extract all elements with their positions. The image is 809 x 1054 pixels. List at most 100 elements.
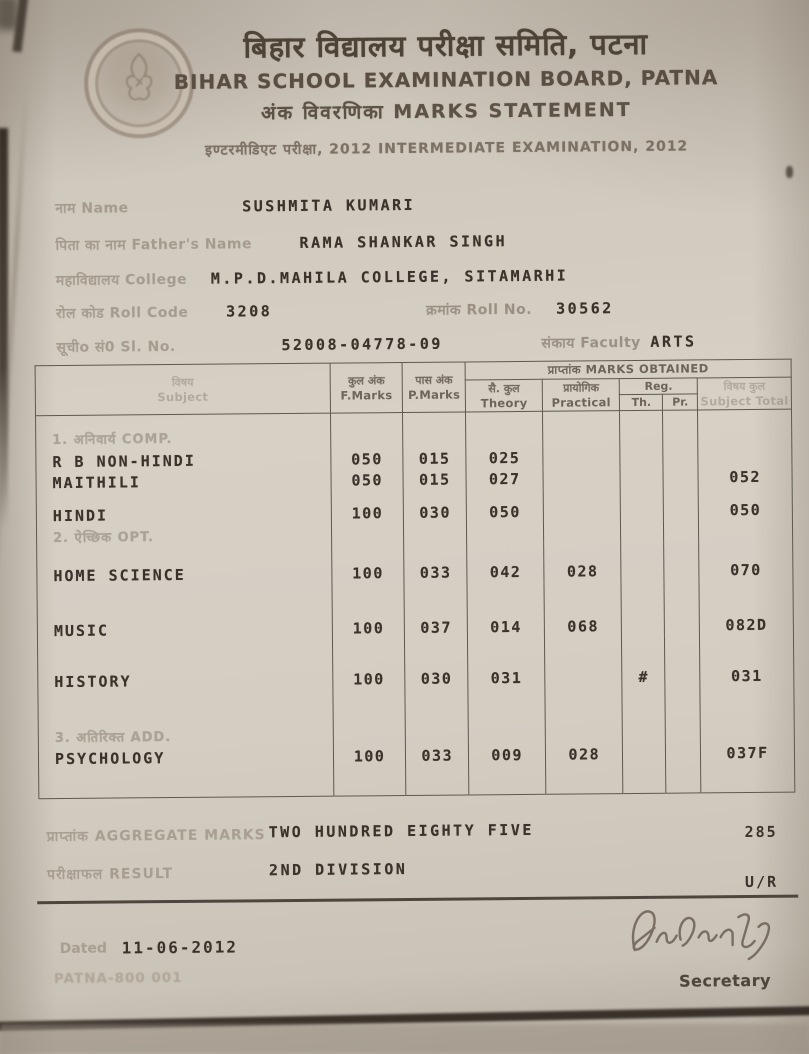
theory-header-english: Theory: [480, 395, 528, 411]
result-words: 2ND DIVISION: [268, 859, 408, 880]
student-name: SUSHMITA KUMARI: [242, 195, 416, 216]
secretary-signature: [620, 897, 781, 968]
roll-row: रोल कोड Roll Code 3208 क्रमांक Roll No. …: [0, 297, 807, 326]
pmarks-header-english: P.Marks: [407, 387, 461, 402]
table-row: HOME SCIENCE 100 033 042 028 070: [36, 540, 793, 587]
reg-th-cell: [620, 487, 664, 522]
registration-row: सूचीo सं0 Sl. No. 52008-04778-09 संकाय F…: [0, 331, 808, 360]
father-row: पिता का नाम Father's Name RAMA SHANKAR S…: [0, 229, 807, 258]
board-title-english: BIHAR SCHOOL EXAMINATION BOARD, PATNA: [173, 65, 719, 94]
college-row: महाविद्यालय College M.P.D.MAHILA COLLEGE…: [0, 264, 807, 293]
subject-cell: PSYCHOLOGY: [38, 744, 334, 799]
practical-header-hindi: प्रायोगिक: [563, 381, 600, 395]
pmarks-cell: 015: [403, 468, 467, 491]
result-row: परीक्षाफल RESULT 2ND DIVISION U/R: [37, 851, 798, 896]
theory-cell: 014: [467, 581, 545, 638]
reg-th-cell: [620, 466, 664, 489]
section-label: 2. ऐच्छिक OPT.: [53, 530, 155, 547]
college-name: M.P.D.MAHILA COLLEGE, SITAMARHI: [210, 266, 569, 288]
theory-header-hindi: सै. कुल: [488, 381, 520, 396]
pmarks-cell: 015: [403, 445, 467, 470]
practical-cell: [543, 444, 621, 468]
summary-section: प्राप्तांक AGGREGATE MARKS TWO HUNDRED E…: [36, 812, 799, 905]
section-label: 3. अतिरिक्त ADD.: [54, 730, 172, 747]
faculty-value: ARTS: [650, 332, 697, 351]
fmarks-cell: 050: [330, 446, 404, 470]
father-label: पिता का नाम Father's Name: [55, 236, 253, 255]
signature-icon: [631, 910, 771, 961]
total-cell: 031: [699, 634, 794, 687]
total-cell: [697, 442, 792, 467]
table-row: MUSIC 100 037 014 068 082D: [37, 579, 794, 642]
subject-header-english: Subject: [157, 389, 209, 405]
total-cell: 037F: [700, 740, 795, 793]
roll-code: 3208: [226, 302, 273, 321]
col-header-reg: Reg.: [619, 377, 698, 395]
pmarks-cell: 030: [404, 637, 469, 689]
theory-cell: 042: [466, 542, 545, 583]
date-value: 11-06-2012: [121, 937, 239, 958]
fmarks-cell: 100: [333, 743, 407, 797]
total-cell: 052: [698, 465, 793, 488]
theory-cell: 031: [467, 636, 546, 689]
practical-cell: [543, 467, 621, 489]
reg-no-label: सूचीo सं0 Sl. No.: [56, 338, 176, 357]
fmarks-cell: 100: [331, 583, 405, 639]
total-cell: 082D: [699, 579, 794, 636]
practical-cell: [543, 488, 621, 522]
reg-pr-cell: [664, 635, 701, 687]
total-header-hindi: विषय कुल: [723, 379, 766, 394]
aggregate-row: प्राप्तांक AGGREGATE MARKS TWO HUNDRED E…: [37, 813, 798, 858]
header-titles: बिहार विद्यालय परीक्षा समिति, पटना BIHAR…: [134, 23, 759, 160]
signatory-title: Secretary: [679, 970, 772, 991]
subject-cell: MAITHILI: [36, 469, 332, 494]
subject-cell: HOME SCIENCE: [36, 544, 332, 587]
col-header-subject: विषय Subject: [35, 363, 331, 416]
board-title-hindi: बिहार विद्यालय परीक्षा समिति, पटना: [243, 26, 649, 65]
table-row-section-additional: 3. अतिरिक्त ADD.: [37, 685, 795, 748]
section-label: 1. अनिवार्य COMP.: [52, 432, 173, 449]
reg-pr-cell: [664, 541, 700, 581]
col-header-reg-th: Th.: [619, 394, 663, 411]
pmarks-cell: 030: [403, 489, 467, 524]
practical-cell: 028: [543, 542, 622, 582]
practical-header-english: Practical: [551, 395, 611, 410]
aggregate-value: 285: [744, 822, 778, 842]
col-header-fmarks: कुल अंक F.Marks: [329, 362, 403, 414]
roll-no-label: क्रमांक Roll No.: [426, 301, 533, 319]
name-label: नाम Name: [55, 200, 129, 218]
board-seal-icon: [83, 27, 195, 139]
theory-cell: 025: [465, 444, 544, 469]
total-cell: 050: [698, 486, 793, 521]
subject-cell: R B NON-HINDI: [35, 446, 331, 473]
examination-line: इण्टरमीडिएट परीक्षा, 2012 INTERMEDIATE E…: [205, 138, 689, 159]
col-header-practical: प्रायोगिक Practical: [542, 378, 620, 412]
col-header-reg-pr: Pr.: [662, 393, 698, 411]
reg-th-cell: [621, 580, 665, 637]
total-cell: 070: [698, 540, 793, 581]
result-label: परीक्षाफल RESULT: [46, 866, 174, 884]
marks-table: विषय Subject कुल अंक F.Marks पास अंक P.M…: [34, 358, 796, 800]
roll-no: 30562: [556, 299, 614, 318]
reg-th-cell: [620, 443, 664, 468]
reg-th-cell: [620, 541, 665, 582]
reg-pr-cell: [663, 466, 699, 488]
fmarks-cell: 100: [331, 544, 405, 584]
practical-cell: [544, 636, 623, 688]
reg-pr-cell: [663, 487, 699, 521]
fmarks-cell: 100: [332, 638, 406, 690]
reg-th-cell: #: [621, 635, 666, 688]
place-value: PATNA-800 001: [53, 969, 183, 988]
dated-label: Dated: [59, 940, 108, 958]
aggregate-label: प्राप्तांक AGGREGATE MARKS: [46, 827, 266, 846]
table-row: PSYCHOLOGY 100 033 009 028 037F: [38, 740, 795, 799]
theory-cell: 027: [466, 467, 544, 490]
fmarks-header-english: F.Marks: [340, 388, 393, 403]
pmarks-cell: 033: [405, 743, 469, 796]
seal-emblem-icon: [125, 52, 153, 101]
pmarks-cell: 033: [404, 543, 468, 584]
aggregate-words: TWO HUNDRED EIGHTY FIVE: [268, 820, 534, 842]
practical-cell: 028: [545, 742, 624, 795]
